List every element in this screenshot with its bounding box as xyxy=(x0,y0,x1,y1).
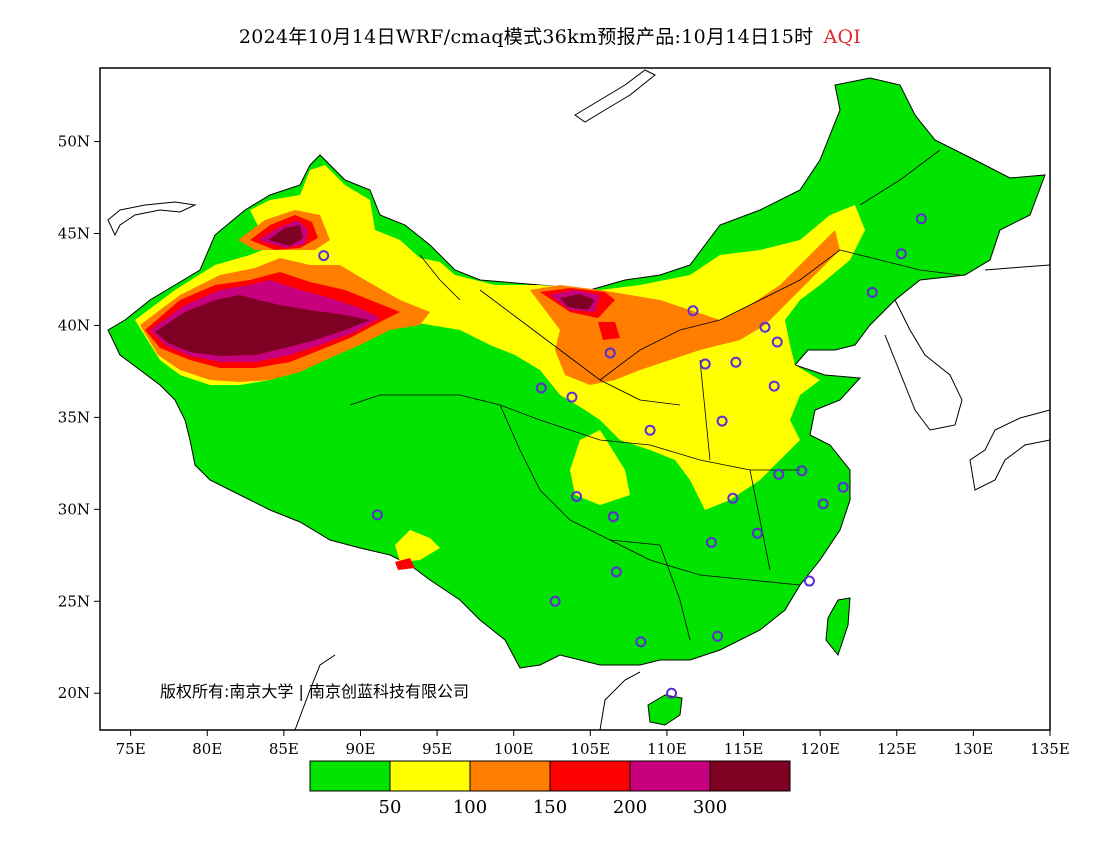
y-tick-label: 30N xyxy=(58,500,90,518)
aqi-zone-hazardous-junggar xyxy=(268,225,303,246)
city-station-marker xyxy=(549,595,561,607)
map-content xyxy=(107,69,1050,730)
city-station-marker xyxy=(751,527,763,539)
japan-outline-north xyxy=(984,264,1050,271)
aqi-legend: 50 100 150 200 300 xyxy=(309,760,791,818)
city-station-marker xyxy=(644,424,656,436)
baikal-lake xyxy=(574,69,656,123)
legend-label: 100 xyxy=(453,797,487,818)
city-station-marker xyxy=(666,687,678,699)
city-station-marker xyxy=(837,481,849,493)
legend-label: 50 xyxy=(379,797,402,818)
japan-outline xyxy=(969,409,1050,491)
x-tick-label: 110E xyxy=(647,740,687,758)
city-station-marker xyxy=(895,248,907,260)
x-tick-label: 135E xyxy=(1030,740,1070,758)
city-station-marker xyxy=(730,356,742,368)
legend-swatch xyxy=(389,760,471,792)
aqi-zone-moderate xyxy=(135,165,865,510)
aqi-zone-moderate-south xyxy=(570,430,630,505)
city-station-marker xyxy=(705,536,717,548)
x-tick-label: 75E xyxy=(116,740,146,758)
legend-swatch xyxy=(469,760,551,792)
city-station-marker xyxy=(768,380,780,392)
province-boundaries xyxy=(349,149,961,641)
bay-of-bengal-coast xyxy=(294,654,336,730)
legend-label: 300 xyxy=(693,797,727,818)
y-tick-label: 40N xyxy=(58,316,90,334)
city-station-marker xyxy=(866,286,878,298)
y-tick-label: 50N xyxy=(58,133,90,151)
title-main: 2024年10月14日WRF/cmaq模式36km预报产品:10月14日15时 xyxy=(238,26,814,48)
city-station-marker xyxy=(773,468,785,480)
city-station-marker xyxy=(712,630,723,642)
city-station-marker xyxy=(371,509,383,521)
taiwan-island xyxy=(825,597,851,657)
city-station-marker xyxy=(566,391,578,403)
x-tick-label: 120E xyxy=(800,740,840,758)
y-tick-label: 45N xyxy=(58,225,90,243)
city-station-marker xyxy=(727,492,739,504)
legend-swatch xyxy=(309,760,391,792)
x-tick-label: 90E xyxy=(345,740,375,758)
city-station-marker xyxy=(687,305,699,317)
legend-label: 200 xyxy=(613,797,647,818)
aqi-zone-unhealthy-tibet xyxy=(395,558,415,570)
x-axis: 75E 80E 85E 90E 95E 100E 105E 110E 115E 120E 125E 1… xyxy=(116,730,1070,758)
city-station-marker xyxy=(607,511,619,523)
x-tick-label: 80E xyxy=(192,740,222,758)
legend-label: 150 xyxy=(533,797,567,818)
city-station-marker xyxy=(759,321,771,333)
x-tick-label: 85E xyxy=(269,740,299,758)
city-station-marker xyxy=(604,347,616,359)
city-station-marker xyxy=(817,498,829,510)
x-tick-label: 115E xyxy=(724,740,764,758)
aqi-zone-unhealthy-spot xyxy=(598,322,620,340)
x-tick-label: 125E xyxy=(877,740,917,758)
legend-swatch xyxy=(549,760,631,792)
x-tick-label: 105E xyxy=(571,740,611,758)
city-station-marker xyxy=(796,465,808,477)
indochina-coast xyxy=(599,671,641,730)
city-station-marker xyxy=(716,415,728,427)
hainan-island xyxy=(647,694,683,726)
city-station-marker xyxy=(771,336,783,348)
city-station-marker xyxy=(915,213,927,225)
city-station-marker xyxy=(571,490,583,502)
legend-swatch xyxy=(709,760,791,792)
legend-swatch xyxy=(629,760,711,792)
city-station-marker xyxy=(635,636,647,648)
title-variable: AQI xyxy=(823,26,862,48)
map-title: 2024年10月14日WRF/cmaq模式36km预报产品:10月14日15时 A… xyxy=(0,22,1100,49)
aqi-zone-usg-north xyxy=(530,230,840,385)
map-frame xyxy=(99,67,1051,731)
city-stations xyxy=(318,213,927,699)
y-tick-label: 25N xyxy=(58,592,90,610)
y-tick-label: 35N xyxy=(58,408,90,426)
korea-outline xyxy=(884,299,963,431)
y-tick-label: 20N xyxy=(58,684,90,702)
city-station-marker xyxy=(803,575,815,587)
city-station-marker xyxy=(610,566,622,578)
city-station-marker xyxy=(535,382,547,394)
city-station-marker xyxy=(318,250,330,262)
y-axis: 20N 25N 30N 35N 40N 45N 50N xyxy=(58,133,100,702)
copyright-text: 版权所有:南京大学 | 南京创蓝科技有限公司 xyxy=(160,682,469,701)
aqi-zone-hazardous xyxy=(155,295,370,356)
kazakhstan-lake xyxy=(107,201,197,237)
aqi-zone-moderate-tibet xyxy=(395,530,440,562)
x-tick-label: 95E xyxy=(422,740,452,758)
x-tick-label: 100E xyxy=(494,740,534,758)
city-station-marker xyxy=(699,358,711,370)
aqi-zone-hazardous-north xyxy=(560,294,595,310)
x-tick-label: 130E xyxy=(954,740,994,758)
